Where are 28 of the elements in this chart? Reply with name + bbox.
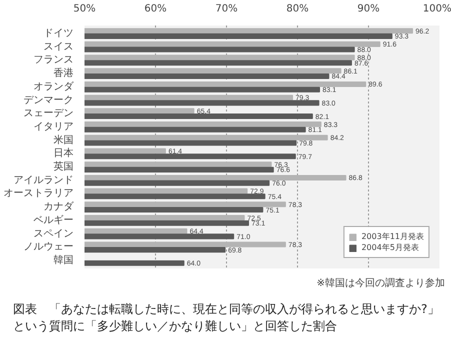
x-tick-label: 60% [144, 4, 167, 14]
y-tick-label: 香港 [54, 67, 74, 80]
y-tick-label: イタリア [34, 121, 74, 132]
y-tick-label: アイルランド [14, 174, 74, 186]
legend-label: 2004年5月発表 [361, 242, 419, 253]
x-tick-label: 70% [215, 4, 238, 14]
y-tick-label: ベルギー [34, 214, 74, 226]
x-tick-label: 100% [422, 4, 451, 14]
y-tick-label: 英国 [54, 160, 74, 173]
y-tick-label: カナダ [44, 200, 74, 213]
legend-label: 2003年11月発表 [361, 231, 424, 242]
y-tick-label: ドイツ [44, 28, 74, 40]
x-tick-label: 50% [73, 4, 96, 14]
y-tick-label: オーストラリア [4, 188, 74, 200]
y-tick-label: スェーデン [24, 108, 74, 120]
y-tick-label: ノルウェー [24, 242, 74, 253]
y-tick-label: オランダ [34, 80, 74, 92]
y-tick-label: 韓国 [54, 254, 74, 266]
y-tick-label: デンマーク [24, 94, 74, 106]
y-tick-label: 米国 [54, 134, 74, 146]
y-tick-label: スイス [44, 41, 74, 52]
y-tick-label: 日本 [54, 147, 74, 160]
x-tick-label: 90% [357, 4, 380, 14]
text: 図表 「あなたは転職した時に、現在と同等の収入が得られると思いますか?」という質問に「多少難しい／かなり難しい」と回答した割合 [13, 301, 440, 336]
x-tick-label: 80% [286, 4, 309, 14]
y-tick-label: フランス [34, 54, 74, 66]
text: ※韓国は今回の調査より参加 [316, 277, 445, 291]
y-tick-label: スペイン [34, 228, 74, 240]
